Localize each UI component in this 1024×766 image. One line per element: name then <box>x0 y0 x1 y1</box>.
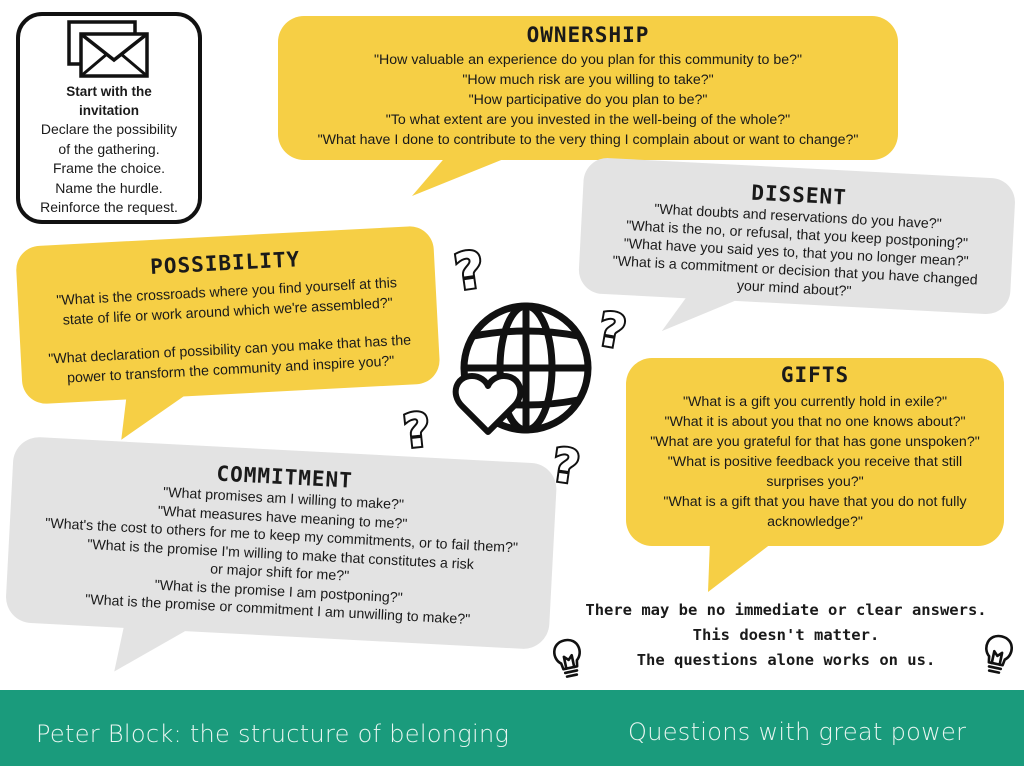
ownership-heading: OWNERSHIP <box>526 23 650 47</box>
question-mark-icon: ? <box>451 240 488 301</box>
gifts-heading: GIFTS <box>780 363 850 387</box>
question-line: surprises you?" <box>766 474 864 490</box>
closing-statement: There may be no immediate or clear answe… <box>548 598 1024 673</box>
question-line: "What is a gift you currently hold in ex… <box>683 394 947 410</box>
gifts-questions: "What is a gift you currently hold in ex… <box>626 392 1004 532</box>
gifts-bubble: GIFTS "What is a gift you currently hold… <box>626 358 1004 594</box>
question-line: "How valuable an experience do you plan … <box>373 52 803 68</box>
invitation-card: Start with the invitation Declare the po… <box>16 12 202 224</box>
question-mark-icon: ? <box>549 437 583 494</box>
question-line: "What are you grateful for that has gone… <box>650 434 980 450</box>
possibility-bubble-shape <box>16 226 440 440</box>
invitation-step: Name the hurdle. <box>55 179 163 196</box>
invitation-title-line: invitation <box>79 103 139 118</box>
commitment-bubble-shape <box>6 437 557 672</box>
envelope-icon <box>67 20 149 78</box>
dissent-bubble-shape <box>578 158 1015 332</box>
closing-line: This doesn't matter. <box>692 626 880 644</box>
ownership-bubble-shape <box>278 16 898 196</box>
invitation-title: Start with the invitation <box>20 82 198 120</box>
globe-icon <box>460 302 592 434</box>
question-line: "What it is about you that no one knows … <box>664 414 966 430</box>
possibility-bubble: POSSIBILITY "What is the crossroads wher… <box>15 225 443 447</box>
invitation-step: Frame the choice. <box>52 160 166 176</box>
invitation-steps: Declare the possibility of the gathering… <box>20 120 198 218</box>
invitation-step: Reinforce the request. <box>40 199 178 215</box>
question-mark-icon: ? <box>594 301 630 359</box>
question-line: "What is positive feedback you receive t… <box>667 454 963 470</box>
footer-bar: Peter Block: the structure of belonging … <box>0 690 1024 766</box>
question-line: "What have I done to contribute to the v… <box>317 132 859 148</box>
ownership-bubble: OWNERSHIP "How valuable an experience do… <box>278 16 898 198</box>
closing-line: There may be no immediate or clear answe… <box>585 601 987 619</box>
question-mark-icon: ? <box>401 402 433 458</box>
footer-left-title: Peter Block: the structure of belonging <box>36 720 510 748</box>
ownership-questions: "How valuable an experience do you plan … <box>278 50 898 150</box>
lightbulb-icon <box>553 638 581 678</box>
center-illustration: ? ? ? ? <box>400 238 630 496</box>
invitation-step: Declare the possibility <box>40 121 178 137</box>
question-line: "To what extent are you invested in the … <box>385 112 791 128</box>
question-line: "How participative do you plan to be?" <box>468 92 708 108</box>
question-line: "What is a gift that you have that you d… <box>663 494 967 510</box>
invitation-title-line: Start with the <box>66 84 152 99</box>
lightbulb-icon <box>985 634 1013 674</box>
invitation-step: of the gathering. <box>58 140 160 157</box>
question-line: "How much risk are you willing to take?" <box>462 72 714 88</box>
question-line: acknowledge?" <box>767 514 863 530</box>
closing-line: The questions alone works on us. <box>636 651 936 669</box>
heart-icon <box>452 373 524 435</box>
gifts-bubble-shape <box>626 358 1004 592</box>
footer-right-title: Questions with great power <box>628 718 967 746</box>
dissent-bubble: DISSENT "What doubts and reservations do… <box>576 157 1016 351</box>
commitment-bubble: COMMITMENT "What promises am I willing t… <box>2 436 557 696</box>
